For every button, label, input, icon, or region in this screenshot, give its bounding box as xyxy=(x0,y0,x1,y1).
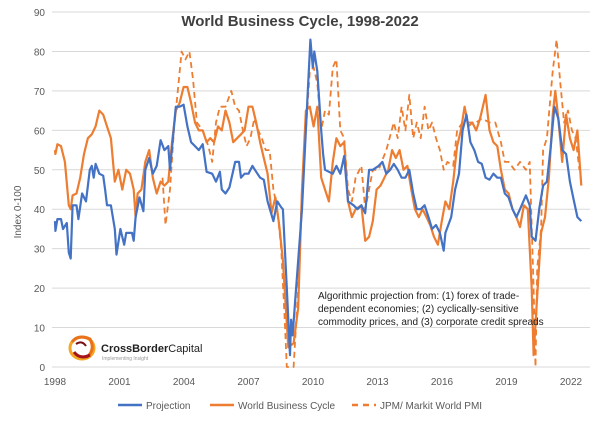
y-tick-label: 70 xyxy=(34,87,46,98)
annotation: Algorithmic projection from: (1) forex o… xyxy=(318,291,544,328)
y-tick-label: 90 xyxy=(34,8,46,19)
x-tick-label: 1998 xyxy=(44,377,67,388)
annotation-line-1: Algorithmic projection from: (1) forex o… xyxy=(318,291,519,302)
y-tick-label: 80 xyxy=(34,47,46,58)
legend-item: World Business Cycle xyxy=(210,401,336,412)
x-tick-label: 2007 xyxy=(237,377,260,388)
series-line-world-business-cycle xyxy=(53,85,583,357)
logo-swirl-icon xyxy=(68,335,96,361)
series-line-projection xyxy=(53,38,583,357)
series-lines xyxy=(53,38,583,368)
y-tick-label: 10 xyxy=(34,324,46,335)
series-line-jpm-markit-world-pmi xyxy=(161,38,581,368)
logo-tagline: Implementing Insight xyxy=(102,356,149,362)
x-tick-label: 2010 xyxy=(302,377,325,388)
legend-item: Projection xyxy=(118,401,190,412)
x-tick-label: 2019 xyxy=(495,377,518,388)
logo-name: CrossBorderCapital xyxy=(101,343,203,355)
x-tick-label: 2004 xyxy=(173,377,196,388)
x-tick-label: 2001 xyxy=(108,377,131,388)
legend: Projection World Business Cycle JPM/ Marki… xyxy=(118,401,482,412)
y-axis-label: Index 0-100 xyxy=(13,185,24,238)
y-axis-ticks: 0 10 20 30 40 50 60 70 80 90 xyxy=(34,8,46,374)
y-tick-label: 40 xyxy=(34,205,46,216)
y-tick-label: 0 xyxy=(39,363,45,374)
legend-label: Projection xyxy=(146,401,190,412)
y-tick-label: 20 xyxy=(34,284,46,295)
legend-item: JPM/ Markit World PMI xyxy=(352,401,482,412)
x-tick-label: 2016 xyxy=(431,377,454,388)
crossborder-capital-logo: CrossBorderCapital Implementing Insight xyxy=(68,335,203,362)
legend-label: JPM/ Markit World PMI xyxy=(380,401,482,412)
chart-title: World Business Cycle, 1998-2022 xyxy=(181,13,418,30)
y-tick-label: 60 xyxy=(34,126,46,137)
y-tick-label: 30 xyxy=(34,245,46,256)
x-axis-ticks: 1998 2001 2004 2007 2010 2013 2016 2019 2022 xyxy=(44,377,583,388)
x-tick-label: 2022 xyxy=(560,377,583,388)
x-tick-label: 2013 xyxy=(366,377,389,388)
annotation-line-3: commodity prices, and (3) corporate cred… xyxy=(318,317,544,328)
legend-label: World Business Cycle xyxy=(238,401,336,412)
y-tick-label: 50 xyxy=(34,166,46,177)
annotation-line-2: dependent economies; (2) cyclically-sens… xyxy=(318,304,519,315)
